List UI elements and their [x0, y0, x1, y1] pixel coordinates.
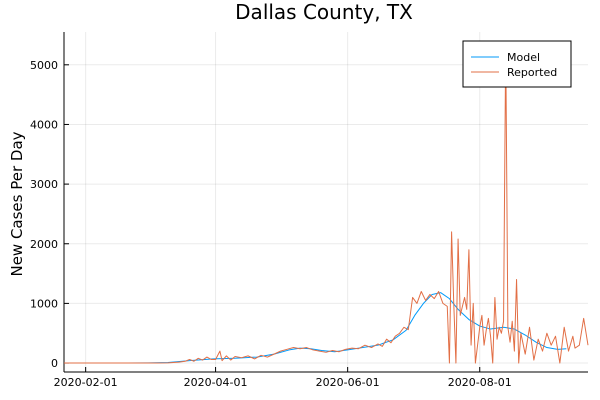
x-tick-label: 2020-08-01 — [448, 376, 512, 389]
chart-title: Dallas County, TX — [235, 0, 413, 24]
y-tick-label: 3000 — [30, 178, 58, 191]
series-lines — [64, 43, 589, 364]
y-tick-label: 5000 — [30, 59, 58, 72]
y-tick-label: 1000 — [30, 297, 58, 310]
legend-label-reported: Reported — [507, 66, 557, 79]
axes — [63, 32, 588, 373]
x-tick-label: 2020-06-01 — [316, 376, 380, 389]
ticks: 0 1000 2000 3000 4000 5000 2020-02-01 2020-04-0… — [30, 59, 512, 389]
y-axis-label: New Cases Per Day — [8, 131, 26, 276]
x-tick-label: 2020-04-01 — [184, 376, 248, 389]
legend: Model Reported — [462, 40, 572, 88]
legend-label-model: Model — [507, 51, 540, 64]
y-tick-label: 2000 — [30, 238, 58, 251]
y-tick-label: 4000 — [30, 118, 58, 131]
grid — [64, 32, 588, 372]
y-tick-label: 0 — [51, 357, 58, 370]
legend-box — [462, 40, 572, 88]
series-line-reported — [64, 43, 589, 364]
x-tick-label: 2020-02-01 — [54, 376, 118, 389]
